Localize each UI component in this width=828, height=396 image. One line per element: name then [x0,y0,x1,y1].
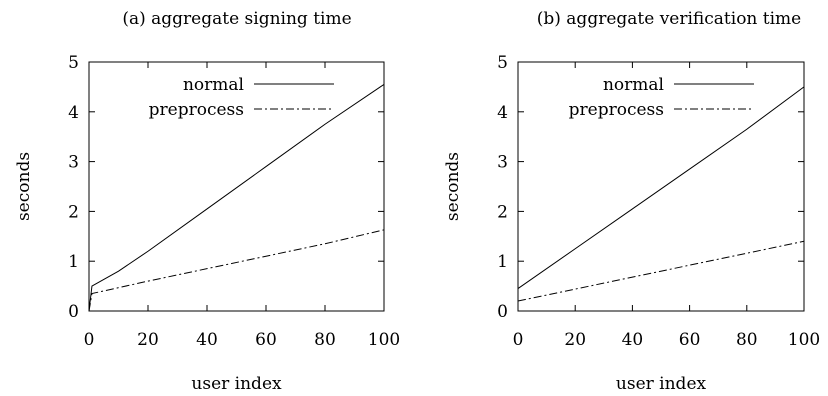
y-axis-label: seconds [443,152,463,221]
y-tick-label: 1 [68,252,79,272]
x-tick-label: 40 [622,330,644,350]
chart-title: (b) aggregate verification time [537,9,801,29]
y-tick-label: 4 [68,103,79,123]
y-tick-label: 0 [497,302,508,322]
x-tick-label: 100 [368,330,400,350]
plot-frame [88,61,385,312]
x-tick-label: 0 [84,330,95,350]
x-tick-label: 60 [679,330,701,350]
x-tick-label: 80 [314,330,336,350]
y-tick-label: 5 [68,53,79,73]
x-axis-label: user index [616,374,707,394]
y-tick-label: 4 [497,103,508,123]
x-tick-label: 20 [137,330,159,350]
chart-title: (a) aggregate signing time [122,9,351,29]
x-tick-label: 80 [736,330,758,350]
x-tick-label: 60 [255,330,277,350]
x-tick-label: 100 [788,330,820,350]
legend-label-preprocess: preprocess [149,100,244,120]
y-tick-label: 3 [68,153,79,173]
series-line-preprocess [88,229,385,312]
y-tick-label: 3 [497,153,508,173]
x-tick-label: 0 [513,330,524,350]
y-tick-label: 5 [497,53,508,73]
x-axis-label: user index [191,374,282,394]
x-tick-label: 40 [196,330,218,350]
y-tick-label: 2 [497,202,508,222]
y-tick-label: 2 [68,202,79,222]
legend-label-preprocess: preprocess [569,100,664,120]
x-tick-label: 20 [564,330,586,350]
y-axis-label: seconds [14,152,34,221]
series-line-preprocess [517,240,805,302]
series-line-normal [88,83,385,312]
legend-label-normal: normal [603,75,664,95]
y-tick-label: 1 [497,252,508,272]
legend-label-normal: normal [183,75,244,95]
series-line-normal [517,86,805,290]
y-tick-label: 0 [68,302,79,322]
plot-frame [517,61,805,312]
chart-panel-a: (a) aggregate signing time 0 20 40 60 80 100 0 1… [14,9,400,394]
